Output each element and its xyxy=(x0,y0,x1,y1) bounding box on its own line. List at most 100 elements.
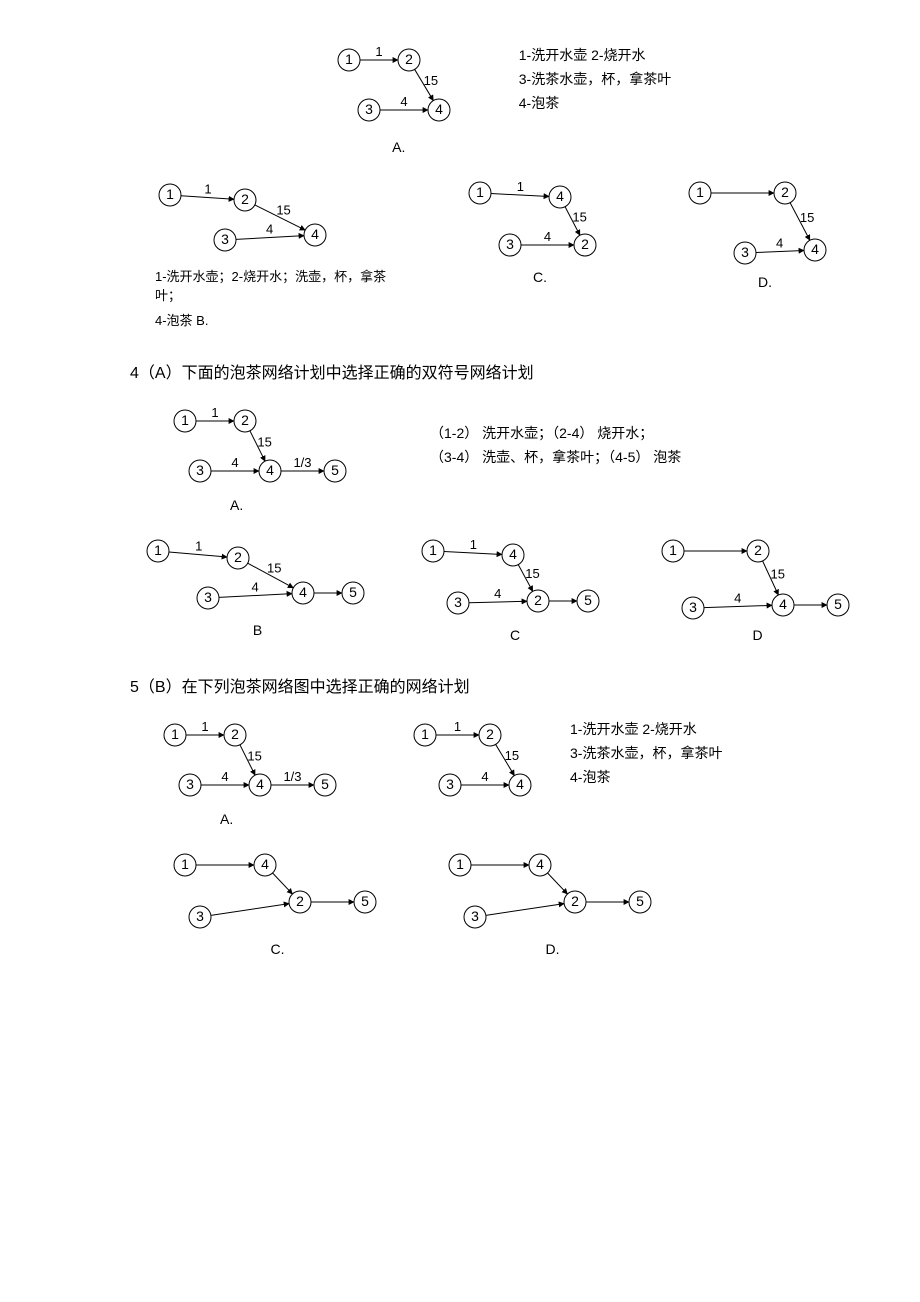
svg-text:5: 5 xyxy=(834,596,842,612)
svg-text:15: 15 xyxy=(267,560,281,575)
svg-text:3: 3 xyxy=(446,776,454,792)
svg-text:15: 15 xyxy=(572,209,586,224)
svg-text:4: 4 xyxy=(734,591,741,606)
q3-option-c: 11541432 C. xyxy=(465,175,615,285)
svg-text:1: 1 xyxy=(469,537,476,552)
svg-text:3: 3 xyxy=(196,462,204,478)
svg-text:4: 4 xyxy=(776,236,783,251)
q5-option-c: 1 4 3 2 5 C. xyxy=(170,847,385,957)
svg-text:2: 2 xyxy=(534,592,542,608)
caption-b1: 1-洗开水壶；2-烧开水；洗壶，杯，拿茶叶； xyxy=(155,266,395,304)
q3-option-a: 11541234 A. xyxy=(329,40,469,155)
svg-text:1/3: 1/3 xyxy=(293,455,311,470)
caption: A. xyxy=(230,497,360,513)
svg-text:4: 4 xyxy=(261,856,269,872)
svg-text:15: 15 xyxy=(770,567,784,582)
q5-title: 5（B）在下列泡茶网络图中选择正确的网络计划 xyxy=(130,673,870,697)
svg-text:1: 1 xyxy=(195,539,202,554)
svg-text:2: 2 xyxy=(241,412,249,428)
svg-text:3: 3 xyxy=(221,231,229,247)
svg-text:4: 4 xyxy=(481,769,488,784)
q5-option-b: 11541234 1-洗开水壶 2-烧开水 3-洗茶水壶，杯，拿茶叶 4-泡茶 xyxy=(410,717,722,807)
svg-text:4: 4 xyxy=(266,222,273,237)
svg-text:1/3: 1/3 xyxy=(283,769,301,784)
caption: C. xyxy=(465,269,615,285)
svg-text:1: 1 xyxy=(456,856,464,872)
svg-text:4: 4 xyxy=(251,580,258,595)
svg-text:4: 4 xyxy=(536,856,544,872)
svg-text:1: 1 xyxy=(375,44,382,59)
svg-text:3: 3 xyxy=(471,908,479,924)
svg-text:3: 3 xyxy=(196,908,204,924)
svg-text:3: 3 xyxy=(186,776,194,792)
svg-text:1: 1 xyxy=(201,719,208,734)
svg-text:4: 4 xyxy=(516,776,524,792)
svg-text:1: 1 xyxy=(181,856,189,872)
svg-text:1: 1 xyxy=(211,405,218,420)
svg-text:1: 1 xyxy=(181,412,189,428)
svg-text:2: 2 xyxy=(486,726,494,742)
svg-text:1: 1 xyxy=(166,186,174,202)
svg-text:4: 4 xyxy=(299,584,307,600)
q3-option-b: 11541234 1-洗开水壶；2-烧开水；洗壶，杯，拿茶叶； 4-泡茶 B. xyxy=(155,175,395,329)
svg-text:15: 15 xyxy=(525,566,539,581)
svg-text:5: 5 xyxy=(321,776,329,792)
svg-text:1: 1 xyxy=(345,51,353,67)
svg-text:3: 3 xyxy=(506,236,514,252)
q5-option-d: 1 4 3 2 5 D. xyxy=(445,847,660,957)
svg-text:2: 2 xyxy=(781,184,789,200)
svg-text:2: 2 xyxy=(571,893,579,909)
q5-section: 11541/312345 A. 11541234 1-洗开水壶 2-烧开水 3-… xyxy=(130,717,870,957)
svg-text:2: 2 xyxy=(296,893,304,909)
caption: B xyxy=(143,622,373,638)
svg-text:4: 4 xyxy=(400,94,407,109)
svg-text:2: 2 xyxy=(581,236,589,252)
svg-text:2: 2 xyxy=(234,549,242,565)
q3-legend-a: 1-洗开水壶 2-烧开水 3-洗茶水壶，杯，拿茶叶 4-泡茶 xyxy=(519,45,671,113)
svg-text:2: 2 xyxy=(754,542,762,558)
svg-text:3: 3 xyxy=(454,594,462,610)
svg-text:4: 4 xyxy=(311,226,319,242)
svg-text:1: 1 xyxy=(429,542,437,558)
svg-text:4: 4 xyxy=(811,241,819,257)
svg-text:5: 5 xyxy=(636,893,644,909)
svg-text:2: 2 xyxy=(241,191,249,207)
svg-text:4: 4 xyxy=(435,101,443,117)
svg-text:1: 1 xyxy=(154,542,162,558)
q3-option-d: 1541234 D. xyxy=(685,175,845,290)
svg-text:4: 4 xyxy=(221,769,228,784)
svg-text:4: 4 xyxy=(266,462,274,478)
q5-option-a: 11541/312345 A. xyxy=(160,717,350,827)
svg-text:15: 15 xyxy=(247,748,261,763)
svg-text:4: 4 xyxy=(779,596,787,612)
q4-option-b: 1 15 4 1 2 3 4 5 B xyxy=(143,533,373,638)
caption: D xyxy=(658,627,858,643)
caption: D. xyxy=(445,941,660,957)
q4-option-d: 15412345 D xyxy=(658,533,858,643)
svg-text:3: 3 xyxy=(204,589,212,605)
svg-text:4: 4 xyxy=(494,586,501,601)
svg-text:3: 3 xyxy=(741,244,749,260)
svg-text:15: 15 xyxy=(423,73,437,88)
svg-text:15: 15 xyxy=(276,202,290,217)
svg-text:4: 4 xyxy=(256,776,264,792)
q4-title: 4（A）下面的泡茶网络计划中选择正确的双符号网络计划 xyxy=(130,359,870,383)
caption: C. xyxy=(170,941,385,957)
svg-text:1: 1 xyxy=(171,726,179,742)
svg-text:5: 5 xyxy=(331,462,339,478)
svg-text:5: 5 xyxy=(584,592,592,608)
svg-text:15: 15 xyxy=(505,748,519,763)
q3-section: 11541234 A. 1-洗开水壶 2-烧开水 3-洗茶水壶，杯，拿茶叶 4-… xyxy=(130,40,870,329)
caption: A. xyxy=(329,139,469,155)
svg-text:4: 4 xyxy=(509,546,517,562)
q4-legend-a: （1-2） 洗开水壶；（2-4） 烧开水； （3-4） 洗壶、杯，拿茶叶；（4-… xyxy=(430,423,681,467)
svg-text:4: 4 xyxy=(556,188,564,204)
svg-text:5: 5 xyxy=(349,584,357,600)
svg-text:1: 1 xyxy=(476,184,484,200)
svg-text:5: 5 xyxy=(361,893,369,909)
q4-section: 11541/312345 A. （1-2） 洗开水壶；（2-4） 烧开水； （3… xyxy=(130,403,870,643)
svg-text:1: 1 xyxy=(669,542,677,558)
q4-option-c: 115414325 C xyxy=(418,533,613,643)
svg-text:1: 1 xyxy=(696,184,704,200)
caption: A. xyxy=(220,811,350,827)
